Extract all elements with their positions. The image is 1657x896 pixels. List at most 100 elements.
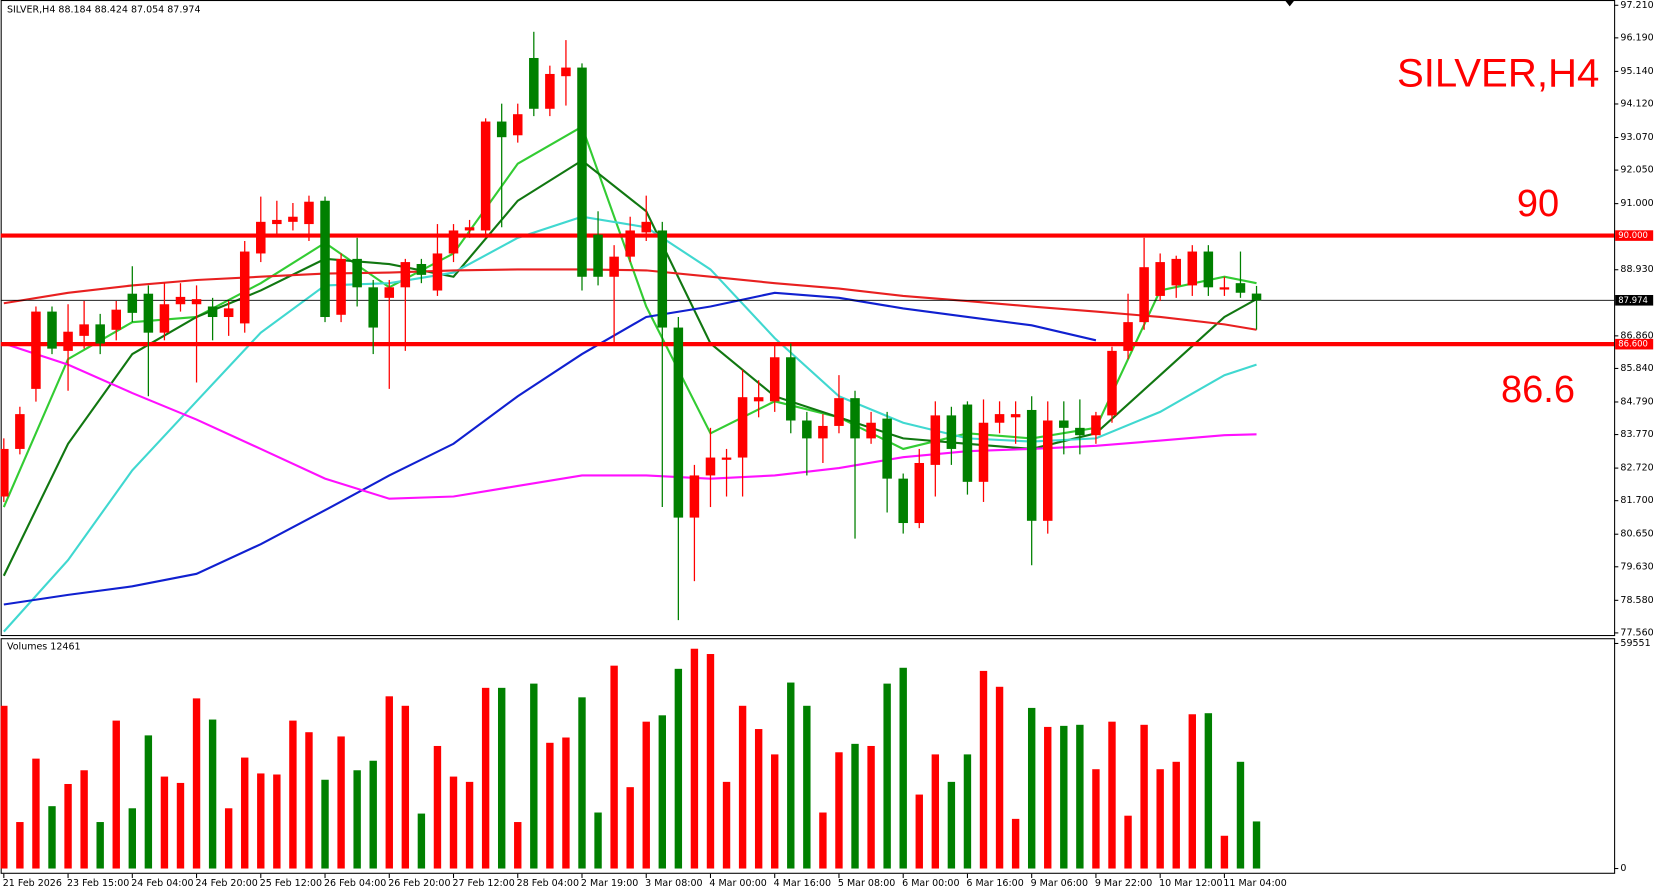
candle-body bbox=[577, 67, 587, 277]
y-tick-label: 81.700 bbox=[1620, 495, 1653, 506]
price-plot bbox=[0, 31, 1615, 633]
level-label-box bbox=[1615, 338, 1654, 350]
level-label: 90.000 bbox=[1618, 230, 1648, 240]
candle-body bbox=[256, 221, 266, 254]
volume-plot bbox=[0, 648, 1261, 869]
volume-bar bbox=[465, 781, 474, 869]
candle-body bbox=[898, 478, 908, 524]
x-tick-label: 4 Mar 16:00 bbox=[774, 878, 831, 889]
watermark: SILVER,H4 bbox=[1397, 51, 1599, 96]
x-tick-label: 10 Mar 12:00 bbox=[1159, 878, 1222, 889]
volume-bar bbox=[208, 719, 217, 869]
candle-body bbox=[914, 462, 925, 524]
x-tick-label: 3 Mar 08:00 bbox=[645, 878, 702, 889]
volume-bar bbox=[642, 721, 650, 869]
volume-bar bbox=[979, 670, 988, 869]
candle-body bbox=[737, 397, 748, 458]
candle-body bbox=[1059, 420, 1069, 428]
volume-bar bbox=[851, 743, 859, 869]
x-tick-label: 5 Mar 08:00 bbox=[838, 878, 895, 889]
x-tick-label: 28 Feb 04:00 bbox=[517, 878, 579, 889]
candle-body bbox=[1042, 420, 1053, 521]
volume-bar bbox=[32, 758, 40, 869]
volume-bar bbox=[722, 781, 731, 869]
volume-bar bbox=[1076, 724, 1084, 869]
volume-bar bbox=[754, 729, 763, 869]
candle-body bbox=[416, 263, 427, 275]
candle-body bbox=[753, 397, 764, 402]
chart-header: SILVER,H4 88.184 88.424 87.054 87.974 bbox=[7, 4, 201, 15]
volume-bar bbox=[706, 654, 715, 869]
candle-body bbox=[1139, 267, 1149, 323]
y-tick-label: 85.840 bbox=[1620, 363, 1653, 374]
volume-bar bbox=[963, 754, 972, 869]
candle-body bbox=[464, 227, 475, 231]
volume-current: 12461 bbox=[50, 641, 80, 652]
candle-body bbox=[673, 327, 684, 518]
candle-body bbox=[818, 425, 828, 439]
level-label-box bbox=[1615, 230, 1654, 241]
candle-body bbox=[657, 230, 668, 328]
volume-header: Volumes 12461 bbox=[7, 641, 81, 652]
volume-bar bbox=[899, 667, 907, 869]
candle-body bbox=[63, 331, 73, 351]
candle-body bbox=[625, 230, 635, 257]
volume-bar bbox=[385, 696, 393, 869]
volume-bar bbox=[160, 776, 169, 869]
volume-bar bbox=[995, 686, 1004, 869]
y-tick-label: 93.070 bbox=[1620, 132, 1653, 143]
candle-body bbox=[609, 256, 619, 277]
volume-bar bbox=[771, 754, 779, 869]
candle-body bbox=[320, 200, 330, 318]
candle-body bbox=[31, 311, 41, 389]
candle-body bbox=[866, 422, 876, 439]
candle-body bbox=[994, 414, 1005, 423]
candle-body bbox=[1235, 283, 1246, 293]
volume-bar bbox=[224, 808, 233, 869]
volume-bar bbox=[321, 779, 329, 869]
volume-bar bbox=[16, 822, 24, 869]
x-tick-label: 26 Feb 20:00 bbox=[388, 878, 450, 889]
candle-body bbox=[705, 457, 716, 476]
candle-body bbox=[0, 448, 9, 497]
volume-bar bbox=[1172, 761, 1180, 869]
y-tick-label: 94.120 bbox=[1620, 98, 1653, 109]
level-annotation: 90 bbox=[1517, 183, 1559, 225]
candle-body bbox=[1155, 262, 1165, 296]
volume-label: Volumes bbox=[7, 641, 47, 652]
volume-bar bbox=[819, 812, 827, 869]
candle-body bbox=[561, 67, 571, 77]
volume-bar bbox=[128, 808, 137, 869]
volume-bar bbox=[1188, 714, 1196, 869]
volume-bar bbox=[1236, 761, 1245, 869]
candle-body bbox=[1123, 322, 1133, 351]
volume-bar bbox=[481, 687, 490, 869]
candle-body bbox=[239, 251, 250, 324]
candle-body bbox=[802, 420, 812, 439]
symbol: SILVER,H4 bbox=[7, 4, 55, 15]
volume-bar bbox=[417, 813, 426, 869]
moving-average bbox=[3, 342, 1257, 500]
volume-bar bbox=[1027, 707, 1036, 869]
candle-body bbox=[127, 293, 138, 313]
volume-bar bbox=[562, 737, 570, 869]
candle-body bbox=[1203, 251, 1214, 288]
y-tick-label: 84.790 bbox=[1620, 396, 1653, 407]
candle-body bbox=[1187, 251, 1198, 286]
axes: 97.210 96.190 95.140 94.120 93.070 92.050 91.0… bbox=[3, 0, 1654, 889]
y-tick-label: 77.560 bbox=[1620, 627, 1653, 638]
moving-average bbox=[2, 125, 1257, 508]
candle-body bbox=[207, 306, 218, 318]
candle-body bbox=[930, 415, 941, 465]
volume-bar bbox=[337, 736, 345, 869]
candle-body bbox=[272, 219, 282, 225]
level-label: 86.600 bbox=[1618, 339, 1648, 349]
price-panel bbox=[0, 0, 1616, 637]
x-tick-label: 26 Feb 04:00 bbox=[324, 878, 386, 889]
volume-bar bbox=[1044, 726, 1052, 869]
volume-bar bbox=[449, 776, 458, 869]
candle-body bbox=[143, 293, 154, 333]
volume-bar bbox=[289, 720, 297, 869]
volume-bar bbox=[947, 781, 956, 869]
